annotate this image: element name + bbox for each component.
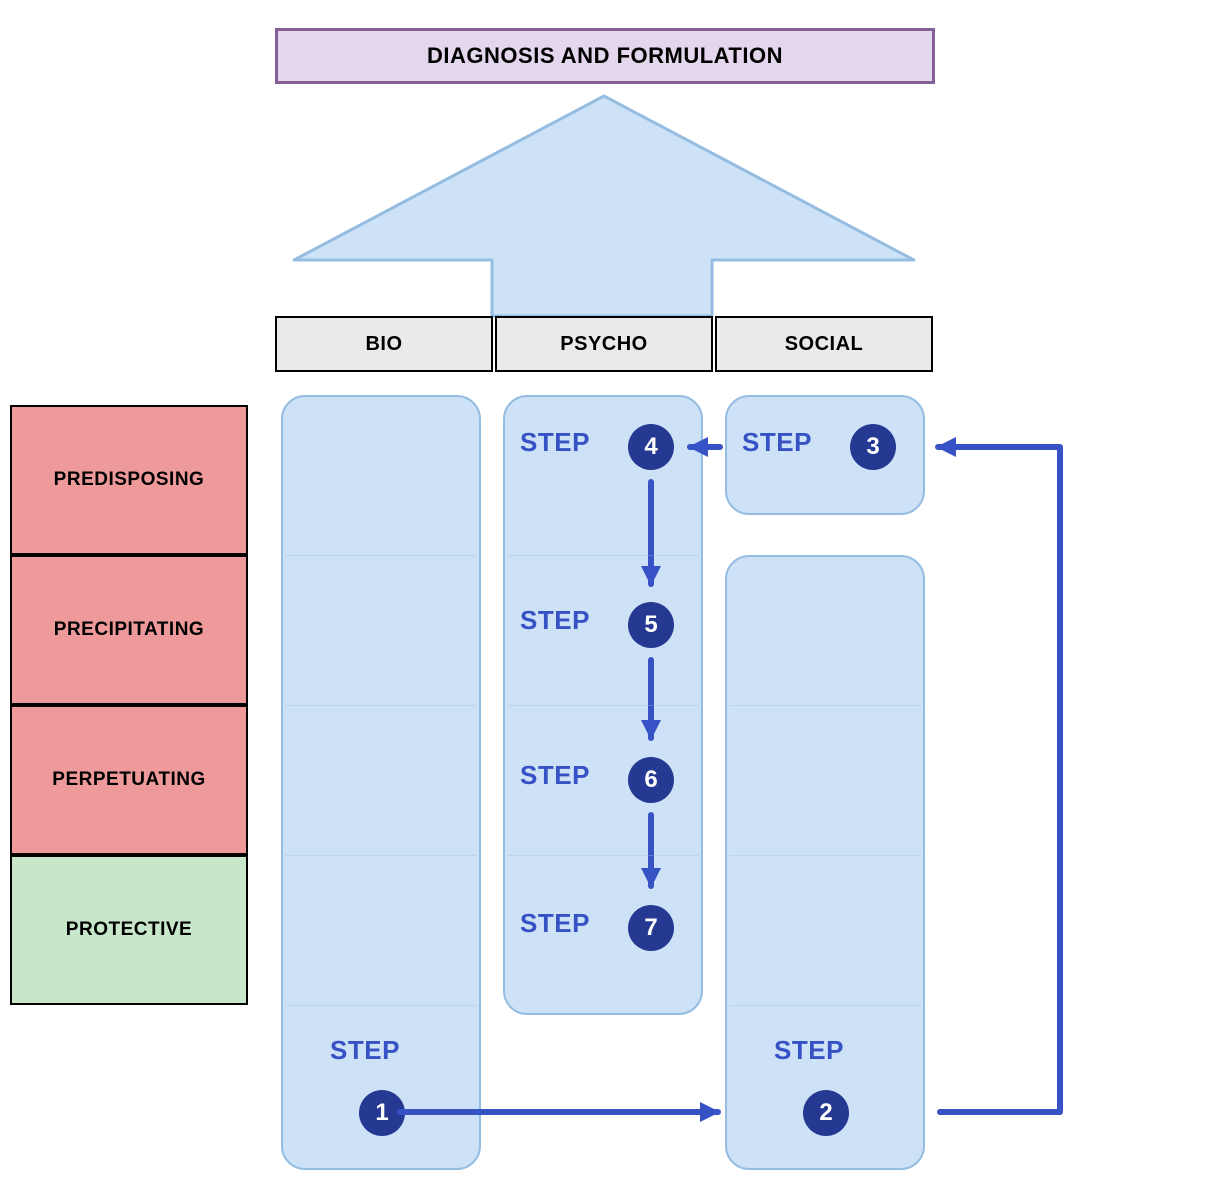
column-header-label: PSYCHO <box>560 333 647 356</box>
pill-divider <box>507 705 699 706</box>
row-label-protective: PROTECTIVE <box>10 855 248 1005</box>
pill-divider <box>729 1005 921 1006</box>
row-label-text: PRECIPITATING <box>54 619 204 641</box>
step-circle-4: 4 <box>628 424 674 470</box>
step-circle-3: 3 <box>850 424 896 470</box>
pill-divider <box>729 705 921 706</box>
arrow-2-to-3 <box>938 447 1060 1112</box>
pill-divider <box>285 555 477 556</box>
step-circle-6: 6 <box>628 757 674 803</box>
step-circle-2: 2 <box>803 1090 849 1136</box>
step-circle-7: 7 <box>628 905 674 951</box>
step-label-7: STEP <box>520 908 590 939</box>
title-banner: DIAGNOSIS AND FORMULATION <box>275 28 935 84</box>
column-header-bio: BIO <box>275 316 493 372</box>
step-label-2: STEP <box>774 1035 844 1066</box>
title-text: DIAGNOSIS AND FORMULATION <box>427 43 783 69</box>
pill-divider <box>285 1005 477 1006</box>
row-label-predisposing: PREDISPOSING <box>10 405 248 555</box>
pill-divider <box>285 855 477 856</box>
row-label-text: PROTECTIVE <box>66 919 192 941</box>
arrow-1-to-2-head <box>700 1102 720 1122</box>
step-label-4: STEP <box>520 427 590 458</box>
column-header-social: SOCIAL <box>715 316 933 372</box>
step-circle-5: 5 <box>628 602 674 648</box>
pill-social-bottom <box>725 555 925 1170</box>
pill-divider <box>285 705 477 706</box>
column-header-psycho: PSYCHO <box>495 316 713 372</box>
column-header-label: BIO <box>365 333 402 356</box>
step-label-1: STEP <box>330 1035 400 1066</box>
pill-divider <box>507 555 699 556</box>
row-label-perpetuating: PERPETUATING <box>10 705 248 855</box>
step-label-6: STEP <box>520 760 590 791</box>
row-label-text: PREDISPOSING <box>54 469 205 491</box>
row-label-precipitating: PRECIPITATING <box>10 555 248 705</box>
diagram-canvas: DIAGNOSIS AND FORMULATION BIO PSYCHO SOCIA… <box>0 0 1224 1202</box>
step-label-3: STEP <box>742 427 812 458</box>
row-label-text: PERPETUATING <box>52 769 205 791</box>
arrow-2-to-3-head <box>936 437 956 457</box>
step-label-5: STEP <box>520 605 590 636</box>
column-header-label: SOCIAL <box>785 333 864 356</box>
pill-divider <box>507 855 699 856</box>
step-circle-1: 1 <box>359 1090 405 1136</box>
pill-divider <box>729 855 921 856</box>
